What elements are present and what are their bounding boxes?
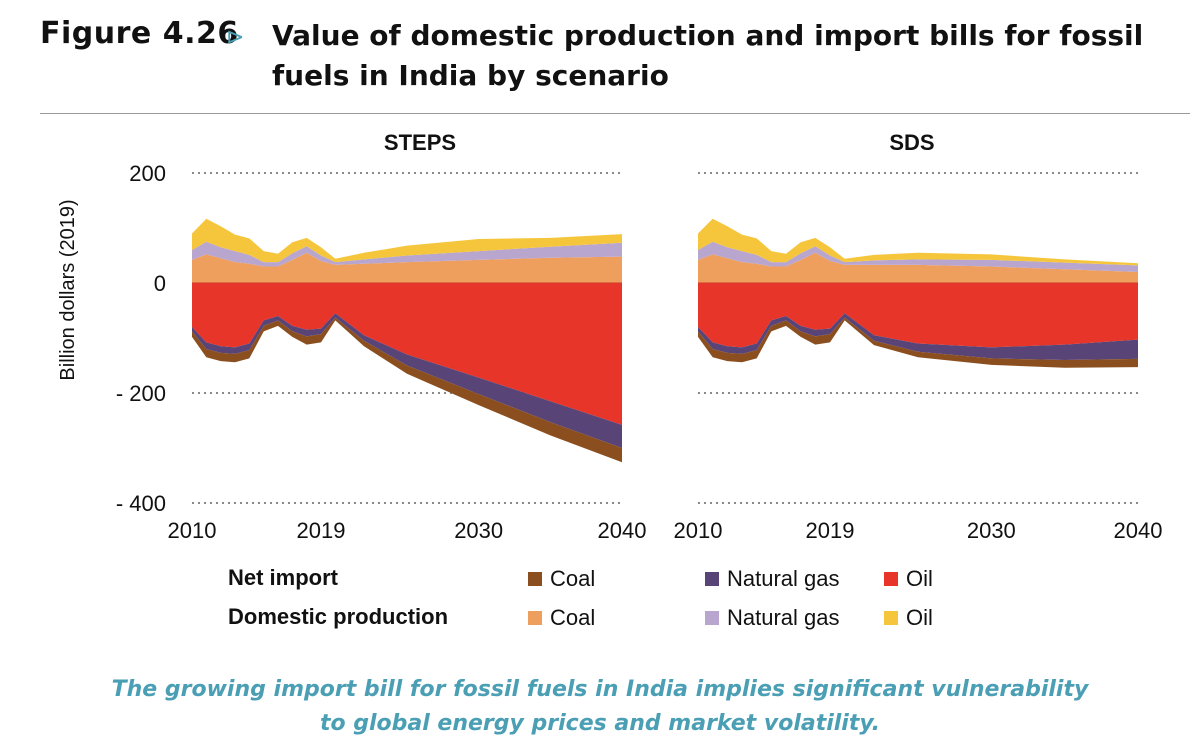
x-tick-label-sds: 2019 (806, 518, 855, 543)
legend-item-label: Natural gas (727, 566, 840, 591)
x-tick-label-steps: 2019 (297, 518, 346, 543)
area-sds-domestic-production-coal (698, 252, 1138, 283)
area-sds-net-import-coal (698, 317, 1138, 368)
area-sds-domestic-production-natural-gas (698, 241, 1138, 272)
legend-net-import-label: Net import (228, 565, 338, 590)
area-steps-net-import-oil (192, 283, 622, 425)
figure-label: Figure 4.26 (40, 16, 239, 51)
caption-line-2: to global energy prices and market volat… (319, 711, 881, 736)
x-tick-label-steps: 2040 (598, 518, 647, 543)
legend-domestic-label: Domestic production (228, 604, 449, 629)
legend-swatch (705, 572, 719, 586)
y-tick-label: 0 (154, 271, 166, 296)
legend-item-net-import-gas: Natural gas (705, 566, 840, 592)
caption-line-1: The growing import bill for fossil fuels… (111, 677, 1089, 702)
legend-swatch (884, 572, 898, 586)
legend-item-domestic-gas: Natural gas (705, 605, 840, 631)
y-tick-label: 200 (129, 161, 166, 186)
y-axis-label: Billion dollars (2019) (57, 199, 79, 380)
area-sds-net-import-natural-gas (698, 313, 1138, 360)
panel-title-sds: SDS (889, 130, 934, 155)
legend-item-net-import-oil: Oil (884, 566, 933, 592)
x-tick-label-sds: 2010 (674, 518, 723, 543)
panel-title-steps: STEPS (384, 130, 456, 155)
legend-swatch (705, 611, 719, 625)
y-tick-label: - 400 (116, 491, 166, 516)
legend-swatch (528, 611, 542, 625)
area-sds-domestic-production-oil (698, 218, 1138, 266)
legend-swatch (884, 611, 898, 625)
legend-swatch (528, 572, 542, 586)
legend-item-domestic-oil: Oil (884, 605, 933, 631)
legend-item-label: Coal (550, 566, 596, 591)
x-tick-label-sds: 2040 (1114, 518, 1163, 543)
area-steps-domestic-production-oil (192, 218, 622, 263)
figure-title: Value of domestic production and import … (272, 19, 1144, 92)
x-tick-label-sds: 2030 (967, 518, 1016, 543)
header-divider (40, 113, 1190, 114)
legend-item-label: Oil (906, 605, 933, 630)
x-tick-label-steps: 2010 (168, 518, 217, 543)
area-sds-net-import-oil (698, 283, 1138, 348)
y-tick-label: - 200 (116, 381, 166, 406)
triangle-arrow-icon: ⊳ (226, 24, 245, 49)
figure-header: Figure 4.26 ⊳ Value of domestic producti… (40, 14, 1170, 104)
legend-item-domestic-coal: Coal (528, 605, 595, 631)
area-steps-domestic-production-coal (192, 252, 622, 283)
legend-item-label: Oil (906, 566, 933, 591)
area-steps-domestic-production-natural-gas (192, 241, 622, 267)
legend-item-label: Natural gas (727, 605, 840, 630)
x-tick-label-steps: 2030 (454, 518, 503, 543)
legend-item-label: Coal (550, 605, 596, 630)
legend-item-net-import-coal: Coal (528, 566, 595, 592)
